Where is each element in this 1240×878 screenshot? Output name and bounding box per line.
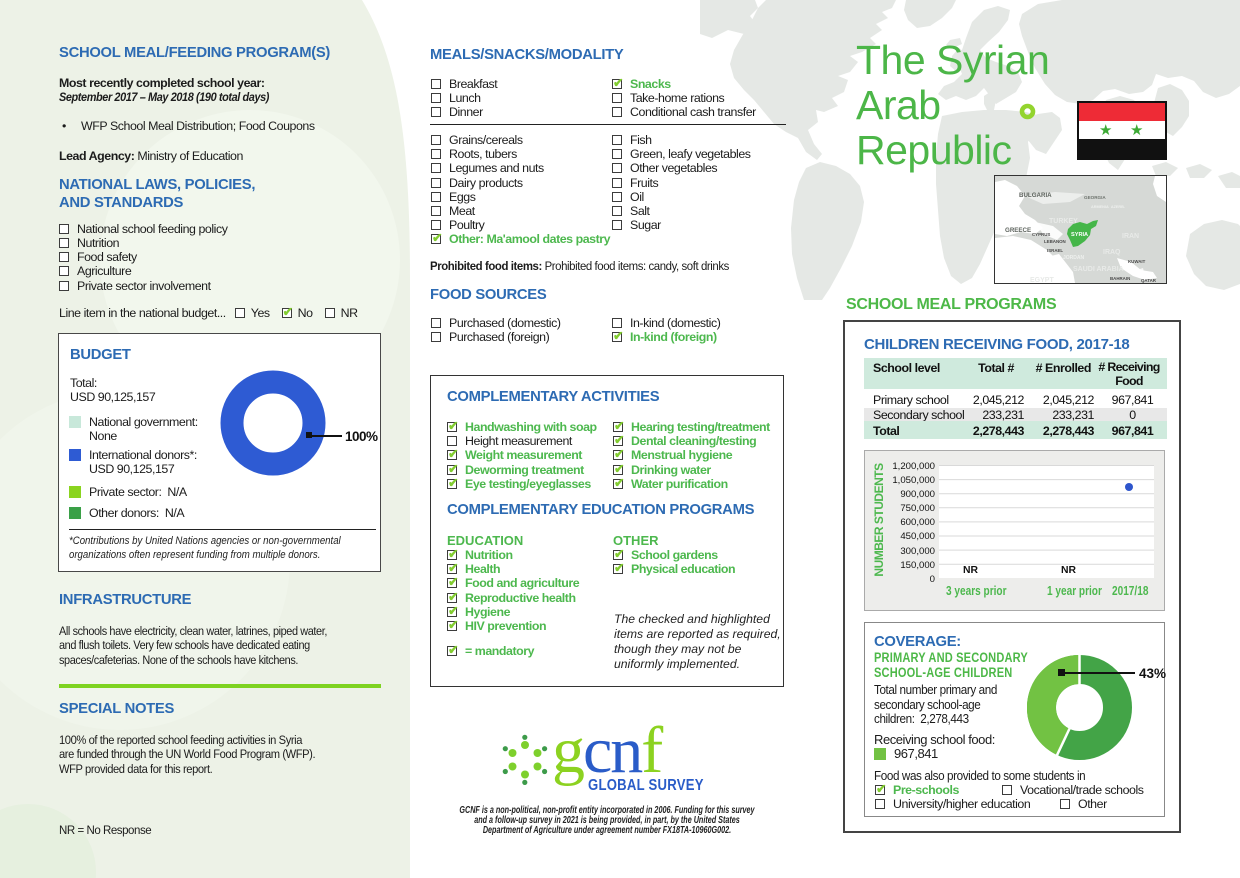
svg-text:IRAQ: IRAQ	[1103, 249, 1121, 256]
svg-text:LEBANON: LEBANON	[1044, 239, 1066, 244]
svg-text:BULGARIA: BULGARIA	[1019, 192, 1052, 199]
svg-text:CYPRUS: CYPRUS	[1032, 232, 1050, 237]
svg-text:KUWAIT: KUWAIT	[1128, 259, 1146, 264]
svg-text:GEORGIA: GEORGIA	[1084, 195, 1106, 200]
svg-text:ISRAEL: ISRAEL	[1047, 248, 1063, 253]
svg-text:QATAR: QATAR	[1141, 278, 1157, 283]
svg-text:SYRIA: SYRIA	[1071, 232, 1088, 238]
svg-text:BAHRAIN: BAHRAIN	[1110, 276, 1130, 281]
svg-text:GREECE: GREECE	[1005, 227, 1031, 234]
svg-text:TURKEY: TURKEY	[1049, 218, 1078, 225]
svg-text:ARMENIA AZERB.: ARMENIA AZERB.	[1091, 205, 1125, 209]
svg-text:IRAN: IRAN	[1122, 233, 1139, 240]
svg-text:EGYPT: EGYPT	[1030, 277, 1054, 283]
svg-text:SAUDI ARABIA: SAUDI ARABIA	[1073, 266, 1124, 273]
svg-text:JORDAN: JORDAN	[1063, 255, 1085, 261]
